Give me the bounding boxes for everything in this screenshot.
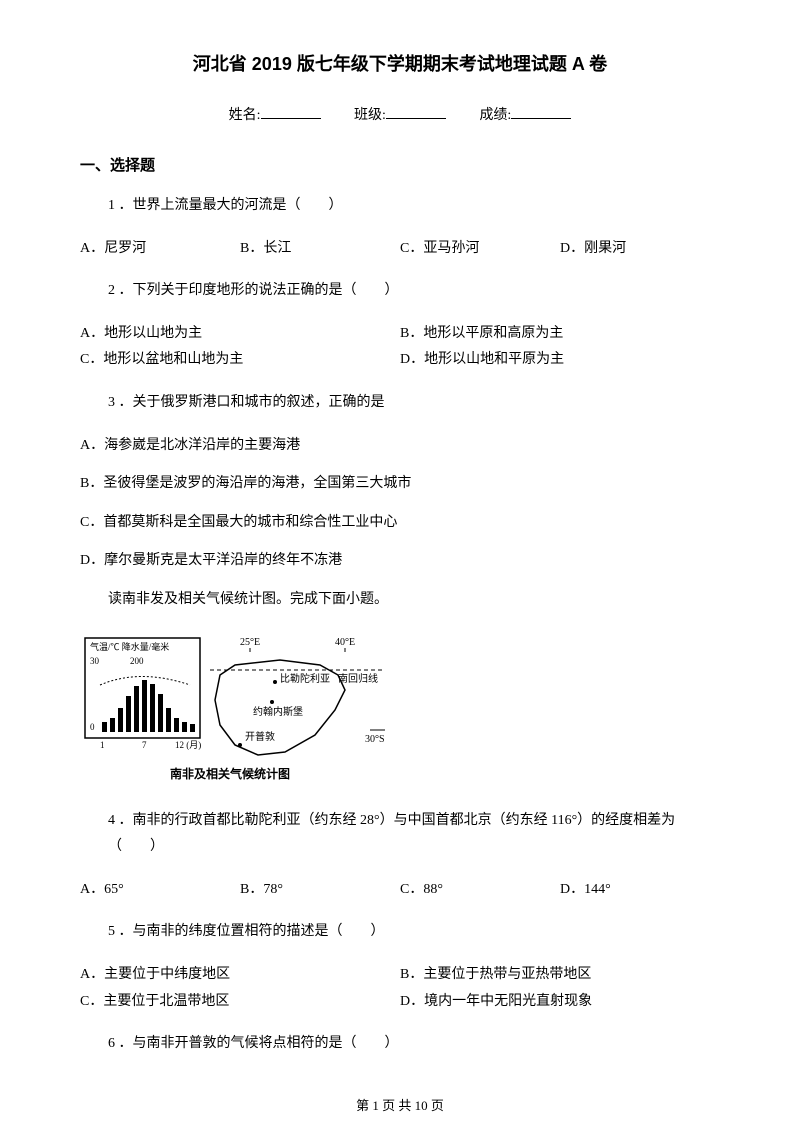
question-6: 6 ．与南非开普敦的气候将点相符的是（ ） [80, 1031, 720, 1058]
chart-x-1: 1 [100, 740, 105, 750]
q1-option-a[interactable]: A．尼罗河 [80, 236, 240, 263]
chart-axis-label: 气温/℃ 降水量/毫米 [90, 641, 169, 652]
chart-x-12: 12 (月) [175, 740, 201, 750]
question-5-options: A．主要位于中纬度地区 B．主要位于热带与亚热带地区 C．主要位于北温带地区 D… [80, 962, 720, 1015]
map-lon-25: 25°E [240, 637, 260, 648]
chart-y1-30: 30 [90, 656, 100, 666]
class-label: 班级: [354, 108, 386, 123]
q5-option-c[interactable]: C．主要位于北温带地区 [80, 989, 400, 1016]
figure-caption: 南非及相关气候统计图 [170, 766, 290, 781]
q2-option-b[interactable]: B．地形以平原和高原为主 [400, 321, 720, 348]
q1-option-b[interactable]: B．长江 [240, 236, 400, 263]
question-5: 5 ．与南非的纬度位置相符的描述是（ ） [80, 919, 720, 946]
q4-option-c[interactable]: C．88° [400, 877, 560, 904]
q4-option-a[interactable]: A．65° [80, 877, 240, 904]
map-city-joburg: 约翰内斯堡 [253, 705, 303, 718]
section-1-heading: 一、选择题 [80, 154, 720, 175]
chart-x-7: 7 [142, 740, 147, 750]
question-2: 2 ．下列关于印度地形的说法正确的是（ ） [80, 278, 720, 305]
map-city-pretoria: 比勒陀利亚 [280, 672, 330, 685]
q3-option-d[interactable]: D．摩尔曼斯克是太平洋沿岸的终年不冻港 [80, 548, 720, 575]
q4-option-d[interactable]: D．144° [560, 877, 720, 904]
q3-option-a[interactable]: A．海参崴是北冰洋沿岸的主要海港 [80, 433, 720, 460]
question-4-options: A．65° B．78° C．88° D．144° [80, 877, 720, 904]
name-blank[interactable] [261, 118, 321, 119]
q1-option-d[interactable]: D．刚果河 [560, 236, 720, 263]
question-3: 3 ．关于俄罗斯港口和城市的叙述，正确的是 [80, 390, 720, 417]
q3-option-c[interactable]: C．首都莫斯科是全国最大的城市和综合性工业中心 [80, 510, 720, 537]
q2-option-a[interactable]: A．地形以山地为主 [80, 321, 400, 348]
q5-option-b[interactable]: B．主要位于热带与亚热带地区 [400, 962, 720, 989]
class-blank[interactable] [386, 118, 446, 119]
figure-south-africa: 气温/℃ 降水量/毫米 30 200 0 1 7 12 (月) 25°E 40°… [80, 630, 720, 790]
q2-option-c[interactable]: C．地形以盆地和山地为主 [80, 347, 400, 374]
page-footer: 第 1 页 共 10 页 [0, 1095, 800, 1114]
chart-y2-200: 200 [130, 656, 144, 666]
map-lon-40: 40°E [335, 637, 355, 648]
name-label: 姓名: [229, 108, 261, 123]
page-title: 河北省 2019 版七年级下学期期末考试地理试题 A 卷 [80, 50, 720, 76]
question-1-options: A．尼罗河 B．长江 C．亚马孙河 D．刚果河 [80, 236, 720, 263]
score-blank[interactable] [511, 118, 571, 119]
question-4: 4 ．南非的行政首都比勒陀利亚（约东经 28°）与中国首都北京（约东经 116°… [80, 808, 720, 861]
q1-option-c[interactable]: C．亚马孙河 [400, 236, 560, 263]
q4-option-b[interactable]: B．78° [240, 877, 400, 904]
q3-option-b[interactable]: B．圣彼得堡是波罗的海沿岸的海港，全国第三大城市 [80, 471, 720, 498]
chart-y1-0: 0 [90, 722, 95, 732]
map-tropic-label: 南回归线 [338, 672, 378, 685]
score-label: 成绩: [479, 108, 511, 123]
passage-1: 读南非发及相关气候统计图。完成下面小题。 [80, 587, 720, 614]
q2-option-d[interactable]: D．地形以山地和平原为主 [400, 347, 720, 374]
question-1: 1 ．世界上流量最大的河流是（ ） [80, 193, 720, 220]
student-info-line: 姓名: 班级: 成绩: [80, 104, 720, 124]
q5-option-d[interactable]: D．境内一年中无阳光直射现象 [400, 989, 720, 1016]
map-city-capetown: 开普敦 [245, 730, 275, 743]
question-2-options: A．地形以山地为主 B．地形以平原和高原为主 C．地形以盆地和山地为主 D．地形… [80, 321, 720, 374]
q5-option-a[interactable]: A．主要位于中纬度地区 [80, 962, 400, 989]
map-lat-30: 30°S [365, 734, 385, 745]
